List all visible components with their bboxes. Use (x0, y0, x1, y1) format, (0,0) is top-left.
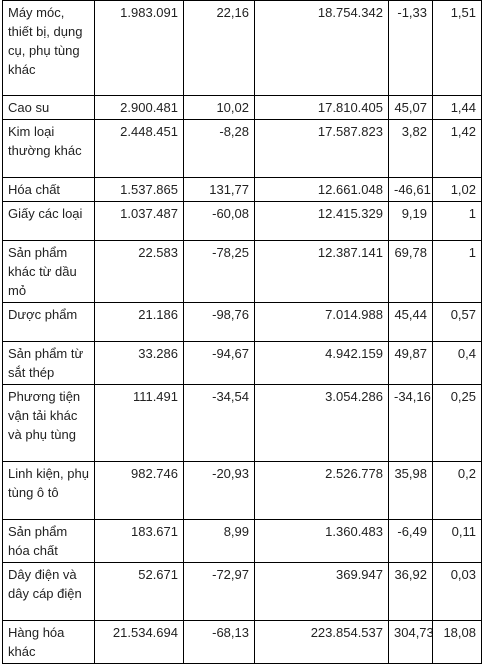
share-cell: 0,11 (432, 519, 482, 563)
change-cell: -8,28 (183, 119, 255, 178)
value-cell: 17.587.823 (254, 119, 389, 178)
change-cell: 9,19 (388, 201, 433, 241)
value-cell: 223.854.537 (254, 620, 389, 664)
value-cell: 1.537.865 (94, 177, 184, 202)
table-row: Sản phẩm khác từ dầu mỏ 22.583 -78,25 12… (2, 240, 482, 303)
row-name-cell: Máy móc, thiết bị, dụng cụ, phụ tùng khá… (2, 0, 95, 96)
table-row: Dây điện và dây cáp điện 52.671 -72,97 3… (2, 562, 482, 621)
value-cell: 1.983.091 (94, 0, 184, 96)
change-cell: 69,78 (388, 240, 433, 303)
row-name-cell: Hóa chất (2, 177, 95, 202)
share-cell: 0,57 (432, 302, 482, 342)
table-row: Sản phẩm hóa chất 183.671 8,99 1.360.483… (2, 519, 482, 563)
table-row: Giấy các loại 1.037.487 -60,08 12.415.32… (2, 201, 482, 241)
table-row: Linh kiện, phụ tùng ô tô 982.746 -20,93 … (2, 461, 482, 520)
row-name-cell: Hàng hóa khác (2, 620, 95, 664)
share-cell: 0,03 (432, 562, 482, 621)
value-cell: 3.054.286 (254, 384, 389, 462)
share-cell: 1,02 (432, 177, 482, 202)
change-cell: 45,07 (388, 95, 433, 120)
change-cell: -6,49 (388, 519, 433, 563)
change-cell: -68,13 (183, 620, 255, 664)
value-cell: 12.387.141 (254, 240, 389, 303)
share-cell: 1,51 (432, 0, 482, 96)
change-cell: -72,97 (183, 562, 255, 621)
row-name-cell: Phương tiện vận tải khác và phụ tùng (2, 384, 95, 462)
row-name-cell: Sản phẩm khác từ dầu mỏ (2, 240, 95, 303)
change-cell: -34,54 (183, 384, 255, 462)
table-row: Kim loại thường khác 2.448.451 -8,28 17.… (2, 119, 482, 178)
table-row: Dược phẩm 21.186 -98,76 7.014.988 45,44 … (2, 302, 482, 342)
change-cell: 49,87 (388, 341, 433, 385)
value-cell: 33.286 (94, 341, 184, 385)
table-row: Hóa chất 1.537.865 131,77 12.661.048 -46… (2, 177, 482, 202)
change-cell: -20,93 (183, 461, 255, 520)
share-cell: 1 (432, 201, 482, 241)
value-cell: 4.942.159 (254, 341, 389, 385)
value-cell: 22.583 (94, 240, 184, 303)
row-name-cell: Giấy các loại (2, 201, 95, 241)
row-name-cell: Kim loại thường khác (2, 119, 95, 178)
change-cell: 35,98 (388, 461, 433, 520)
change-cell: 36,92 (388, 562, 433, 621)
share-cell: 0,25 (432, 384, 482, 462)
value-cell: 111.491 (94, 384, 184, 462)
share-cell: 0,2 (432, 461, 482, 520)
change-cell: -1,33 (388, 0, 433, 96)
share-cell: 1 (432, 240, 482, 303)
value-cell: 52.671 (94, 562, 184, 621)
value-cell: 18.754.342 (254, 0, 389, 96)
row-name-cell: Linh kiện, phụ tùng ô tô (2, 461, 95, 520)
change-cell: -60,08 (183, 201, 255, 241)
share-cell: 18,08 (432, 620, 482, 664)
change-cell: -98,76 (183, 302, 255, 342)
change-cell: 10,02 (183, 95, 255, 120)
value-cell: 982.746 (94, 461, 184, 520)
change-cell: 131,77 (183, 177, 255, 202)
value-cell: 2.526.778 (254, 461, 389, 520)
share-cell: 1,44 (432, 95, 482, 120)
change-cell: 8,99 (183, 519, 255, 563)
share-cell: 0,4 (432, 341, 482, 385)
change-cell: 3,82 (388, 119, 433, 178)
table-row: Sản phẩm từ sắt thép 33.286 -94,67 4.942… (2, 341, 482, 385)
change-cell: -94,67 (183, 341, 255, 385)
change-cell: 22,16 (183, 0, 255, 96)
change-cell: 304,73 (388, 620, 433, 664)
value-cell: 1.360.483 (254, 519, 389, 563)
share-cell: 1,42 (432, 119, 482, 178)
value-cell: 369.947 (254, 562, 389, 621)
row-name-cell: Dây điện và dây cáp điện (2, 562, 95, 621)
value-cell: 2.900.481 (94, 95, 184, 120)
value-cell: 12.661.048 (254, 177, 389, 202)
change-cell: -34,16 (388, 384, 433, 462)
table-row: Hàng hóa khác 21.534.694 -68,13 223.854.… (2, 620, 482, 664)
table-row: Máy móc, thiết bị, dụng cụ, phụ tùng khá… (2, 0, 482, 96)
value-cell: 21.534.694 (94, 620, 184, 664)
value-cell: 183.671 (94, 519, 184, 563)
change-cell: 45,44 (388, 302, 433, 342)
value-cell: 2.448.451 (94, 119, 184, 178)
value-cell: 12.415.329 (254, 201, 389, 241)
table-row: Phương tiện vận tải khác và phụ tùng 111… (2, 384, 482, 462)
value-cell: 7.014.988 (254, 302, 389, 342)
row-name-cell: Cao su (2, 95, 95, 120)
row-name-cell: Sản phẩm hóa chất (2, 519, 95, 563)
change-cell: -46,61 (388, 177, 433, 202)
table-row: Cao su 2.900.481 10,02 17.810.405 45,07 … (2, 95, 482, 120)
value-cell: 17.810.405 (254, 95, 389, 120)
row-name-cell: Dược phẩm (2, 302, 95, 342)
value-cell: 1.037.487 (94, 201, 184, 241)
value-cell: 21.186 (94, 302, 184, 342)
change-cell: -78,25 (183, 240, 255, 303)
row-name-cell: Sản phẩm từ sắt thép (2, 341, 95, 385)
